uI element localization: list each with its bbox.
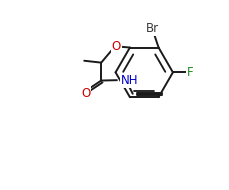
Text: Br: Br <box>146 22 159 35</box>
Text: NH: NH <box>120 74 138 87</box>
Text: F: F <box>186 66 192 79</box>
Text: O: O <box>111 40 120 53</box>
Text: O: O <box>81 87 90 100</box>
